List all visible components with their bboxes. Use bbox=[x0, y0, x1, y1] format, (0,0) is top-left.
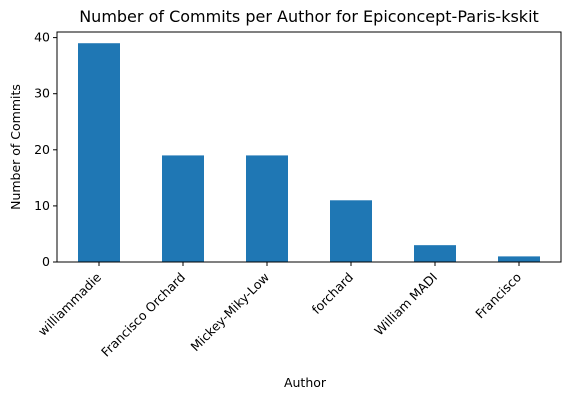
x-tick-label-1: Francisco Orchard bbox=[98, 270, 188, 360]
bar-1 bbox=[162, 155, 204, 262]
x-tick-label-5: Francisco bbox=[472, 270, 524, 322]
y-tick-label-4: 40 bbox=[34, 30, 50, 45]
x-tick-label-0: williammadie bbox=[35, 269, 104, 338]
bars-layer bbox=[78, 43, 540, 262]
x-axis-label: Author bbox=[284, 375, 327, 390]
chart-title: Number of Commits per Author for Epiconc… bbox=[79, 7, 539, 26]
bar-0 bbox=[78, 43, 120, 262]
bar-3 bbox=[330, 200, 372, 262]
x-tick-label-2: Mickey-Miky-Low bbox=[188, 270, 273, 355]
y-tick-label-1: 10 bbox=[34, 198, 50, 213]
bar-4 bbox=[414, 245, 456, 262]
y-tick-label-3: 30 bbox=[34, 86, 50, 101]
x-tick-label-4: William MADI bbox=[371, 270, 440, 339]
y-axis: 0 10 20 30 40 bbox=[34, 30, 57, 269]
y-tick-label-2: 20 bbox=[34, 142, 50, 157]
y-tick-label-0: 0 bbox=[42, 254, 50, 269]
x-tick-label-3: forchard bbox=[309, 270, 357, 318]
bar-2 bbox=[246, 155, 288, 262]
plot-frame bbox=[56, 31, 562, 263]
y-axis-label: Number of Commits bbox=[8, 84, 23, 210]
bar-5 bbox=[498, 256, 540, 262]
